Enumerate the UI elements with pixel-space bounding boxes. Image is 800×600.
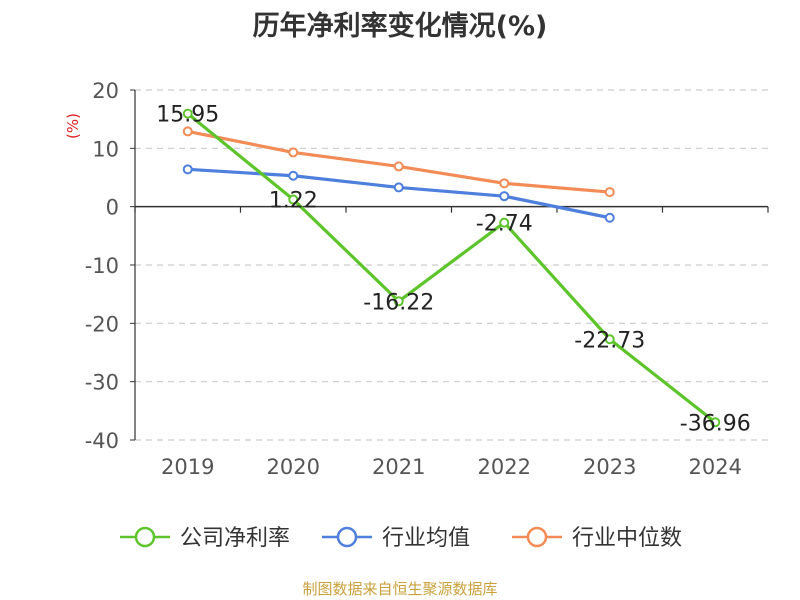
data-point xyxy=(393,296,404,307)
data-point xyxy=(393,161,404,172)
data-source-note: 制图数据来自恒生聚源数据库 xyxy=(302,580,498,598)
data-label: -16.22 xyxy=(363,290,434,315)
data-point xyxy=(499,191,510,202)
y-tick-label: 10 xyxy=(92,137,119,161)
data-point xyxy=(288,194,299,205)
y-tick-label: -40 xyxy=(85,429,119,453)
axes: 20 10 0 -10 -20 -30 -40 2019 2020 2021 2022 2023 202… xyxy=(85,79,769,479)
x-tick-label: 2021 xyxy=(372,455,425,479)
data-labels: 15.95 1.22 -16.22 -2.74 -22.73 -36.96 xyxy=(156,103,750,437)
data-label: -36.96 xyxy=(680,411,751,436)
data-point xyxy=(604,334,615,345)
x-tick-label: 2020 xyxy=(267,455,320,479)
y-tick-label: -20 xyxy=(85,312,119,336)
legend-item[interactable]: 行业均值 xyxy=(322,526,470,551)
data-point xyxy=(182,108,193,119)
y-axis-label: (%) xyxy=(64,113,82,139)
x-tick-label: 2023 xyxy=(583,455,636,479)
x-tick-label: 2022 xyxy=(478,455,531,479)
data-label: 1.22 xyxy=(269,189,318,214)
data-point xyxy=(182,126,193,137)
data-label: -2.74 xyxy=(476,212,533,237)
y-tick-label: -10 xyxy=(85,254,119,278)
series-line xyxy=(187,167,611,220)
data-point xyxy=(499,217,510,228)
series-lines xyxy=(182,108,721,428)
y-tick-label: 20 xyxy=(92,79,119,103)
data-point xyxy=(604,187,615,198)
y-tick-label: -30 xyxy=(85,371,119,395)
legend-item[interactable]: 行业中位数 xyxy=(512,526,682,551)
legend-marker xyxy=(526,526,548,548)
x-tick-label: 2019 xyxy=(161,455,214,479)
data-point xyxy=(288,170,299,181)
legend-label: 行业中位数 xyxy=(572,526,682,551)
legend-marker xyxy=(336,526,358,548)
legend-label: 公司净利率 xyxy=(180,526,290,551)
data-point xyxy=(288,147,299,158)
data-point xyxy=(604,212,615,223)
data-label: -22.73 xyxy=(574,328,645,353)
legend-item[interactable]: 公司净利率 xyxy=(120,526,290,551)
legend-label: 行业均值 xyxy=(382,526,470,551)
data-point xyxy=(710,417,721,428)
y-tick-label: 0 xyxy=(106,196,119,220)
x-tick-label: 2024 xyxy=(689,455,742,479)
legend-marker xyxy=(134,526,156,548)
series-line xyxy=(186,112,717,424)
chart-title: 历年净利率变化情况(%) xyxy=(252,11,548,42)
data-point xyxy=(393,182,404,193)
data-point xyxy=(499,178,510,189)
data-point xyxy=(182,164,193,175)
data-label: 15.95 xyxy=(156,103,219,128)
legend[interactable]: 公司净利率 行业均值 行业中位数 xyxy=(120,526,682,551)
